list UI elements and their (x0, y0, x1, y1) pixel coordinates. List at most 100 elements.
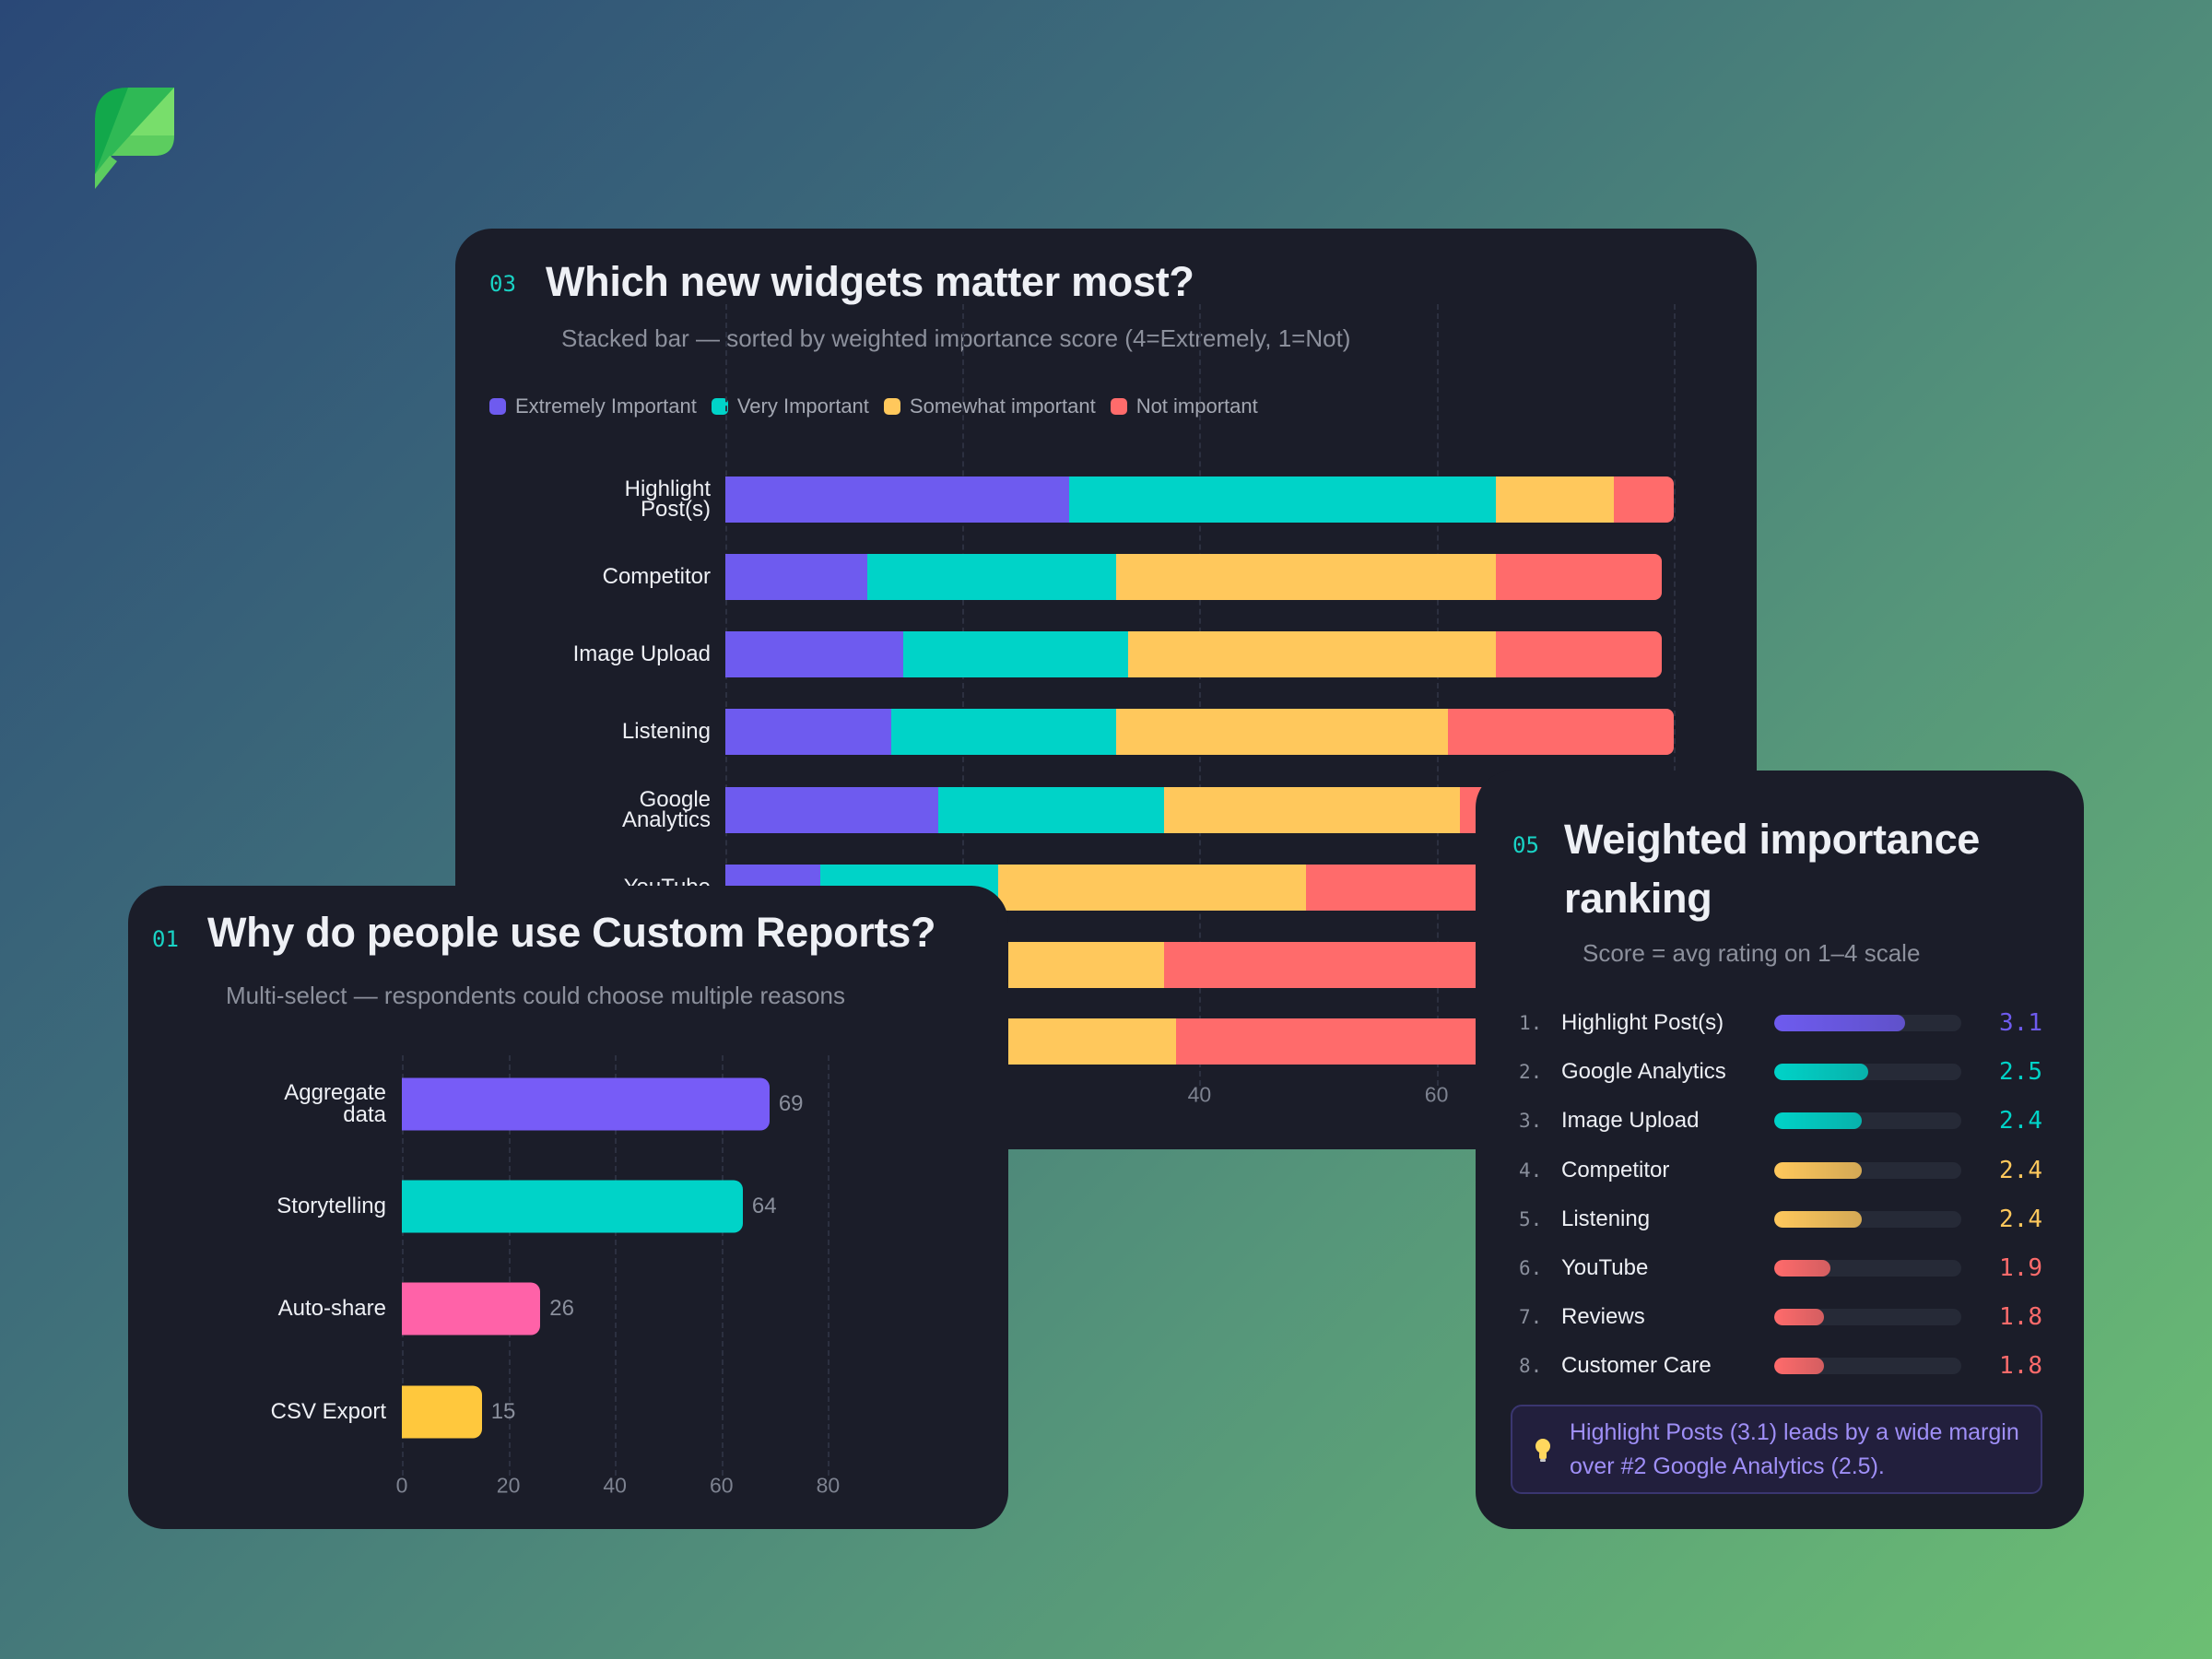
lightbulb-icon (1535, 1439, 1550, 1462)
legend-swatch (1110, 398, 1127, 415)
card-title: Which new widgets matter most? (546, 258, 1194, 305)
score-value: 2.4 (1999, 1107, 2042, 1135)
score-fill (1774, 1161, 1862, 1179)
grid-line (721, 1055, 724, 1476)
legend-item-somewhat: Somewhat important (883, 394, 1096, 418)
rank-label: YouTube (1561, 1255, 1649, 1280)
rank-label: Listening (1561, 1206, 1651, 1231)
ranking-row: 4. Competitor 2.4 (1476, 1152, 2084, 1189)
card-number: 05 (1512, 832, 1539, 858)
bar-segment (1116, 709, 1449, 755)
card-number: 03 (489, 271, 516, 297)
x-tick-label: 60 (710, 1473, 734, 1498)
rank-label: Competitor (1561, 1157, 1670, 1182)
legend-swatch (489, 398, 506, 415)
custom-reports-card: 01 Why do people use Custom Reports? Mul… (128, 886, 1008, 1529)
rank-label: Image Upload (1561, 1108, 1700, 1134)
grid-line (962, 304, 965, 1086)
value-label: 15 (490, 1399, 516, 1424)
bar-segment (1116, 554, 1496, 600)
score-value: 1.8 (1999, 1352, 2042, 1381)
score-value: 2.4 (1999, 1156, 2042, 1184)
value-label: 26 (549, 1296, 574, 1321)
card-number: 01 (152, 926, 179, 952)
bar-segment (1495, 554, 1662, 600)
legend-item-very: Very Important (711, 394, 869, 418)
bar-segment (725, 631, 903, 677)
bar-segment (891, 709, 1117, 755)
x-tick-label: 40 (1187, 1082, 1212, 1107)
score-track (1774, 1309, 1961, 1326)
bar (402, 1180, 743, 1233)
callout-text: Highlight Posts (3.1) leads by a wide ma… (1570, 1419, 2019, 1479)
x-tick-label: 40 (603, 1473, 627, 1498)
category-label: Storytelling (276, 1194, 386, 1218)
stacked-bar-row (725, 554, 1662, 600)
score-track (1774, 1015, 1961, 1031)
card-subtitle: Multi-select — respondents could choose … (226, 982, 846, 1009)
grid-line (402, 1055, 404, 1476)
score-value: 2.4 (1999, 1205, 2042, 1233)
category-label: Auto-share (277, 1296, 386, 1321)
stacked-bar-row (725, 709, 1674, 755)
grid-line (1199, 304, 1202, 1086)
sprout-logo (95, 88, 174, 189)
category-label: CSV Export (270, 1399, 386, 1424)
bar-segment (997, 865, 1307, 911)
ranking-row: 3. Image Upload 2.4 (1476, 1102, 2084, 1139)
rank-label: Highlight Post(s) (1561, 1010, 1724, 1035)
card-subtitle: Score = avg rating on 1–4 scale (1583, 939, 1921, 967)
bar-segment (867, 554, 1117, 600)
bar-segment (1614, 477, 1674, 523)
score-fill (1774, 1064, 1868, 1081)
legend-label: Very Important (736, 394, 869, 418)
legend-swatch (711, 398, 728, 415)
ranking-row: 1. Highlight Post(s) 3.1 (1476, 1005, 2084, 1041)
rank-number: 4. (1519, 1159, 1543, 1182)
rank-number: 3. (1519, 1110, 1543, 1133)
bar-segment (1495, 477, 1615, 523)
card-title: Why do people use Custom Reports? (207, 909, 936, 956)
score-value: 1.9 (1999, 1254, 2042, 1282)
score-value: 1.8 (1999, 1303, 2042, 1332)
rank-number: 7. (1519, 1306, 1543, 1329)
legend-label: Somewhat important (909, 394, 1096, 418)
ranking-row: 5. Listening 2.4 (1476, 1201, 2084, 1238)
ranking-row: 6. YouTube 1.9 (1476, 1250, 2084, 1287)
bar-segment (725, 787, 939, 833)
card-title: Weighted importance ranking (1564, 816, 1981, 922)
rank-number: 5. (1519, 1207, 1543, 1230)
score-track (1774, 1064, 1961, 1081)
x-tick-label: 0 (395, 1473, 408, 1498)
category-label: Competitor (602, 564, 711, 589)
bar-segment (938, 787, 1164, 833)
score-value: 3.1 (1999, 1009, 2042, 1037)
category-label: Image Upload (572, 641, 711, 666)
rank-number: 2. (1519, 1061, 1543, 1084)
ranking-row: 7. Reviews 1.8 (1476, 1299, 2084, 1335)
bar-segment (725, 477, 1069, 523)
grid-line (1673, 304, 1676, 1086)
bar (402, 1385, 482, 1439)
score-track (1774, 1358, 1961, 1375)
insight-callout: Highlight Posts (3.1) leads by a wide ma… (1511, 1405, 2042, 1494)
rank-number: 6. (1519, 1257, 1543, 1279)
bar-segment (1128, 631, 1496, 677)
grid-line (615, 1055, 618, 1476)
bar-segment (1448, 709, 1674, 755)
rank-label: Customer Care (1561, 1353, 1712, 1379)
x-tick-label: 20 (496, 1473, 521, 1498)
legend-label: Extremely Important (515, 394, 697, 418)
bar (402, 1077, 770, 1131)
score-track (1774, 1260, 1961, 1277)
score-fill (1774, 1015, 1906, 1031)
grid-line (508, 1055, 511, 1476)
category-label: Google Analytics (621, 787, 711, 832)
stacked-bar-row (725, 477, 1674, 523)
grid-line (725, 304, 727, 1086)
bar (402, 1282, 541, 1335)
weighted-ranking-card: 05 Weighted importance ranking Score = a… (1476, 771, 2084, 1529)
score-track (1774, 1112, 1961, 1130)
grid-line (828, 1055, 830, 1476)
rank-label: Google Analytics (1561, 1059, 1726, 1085)
